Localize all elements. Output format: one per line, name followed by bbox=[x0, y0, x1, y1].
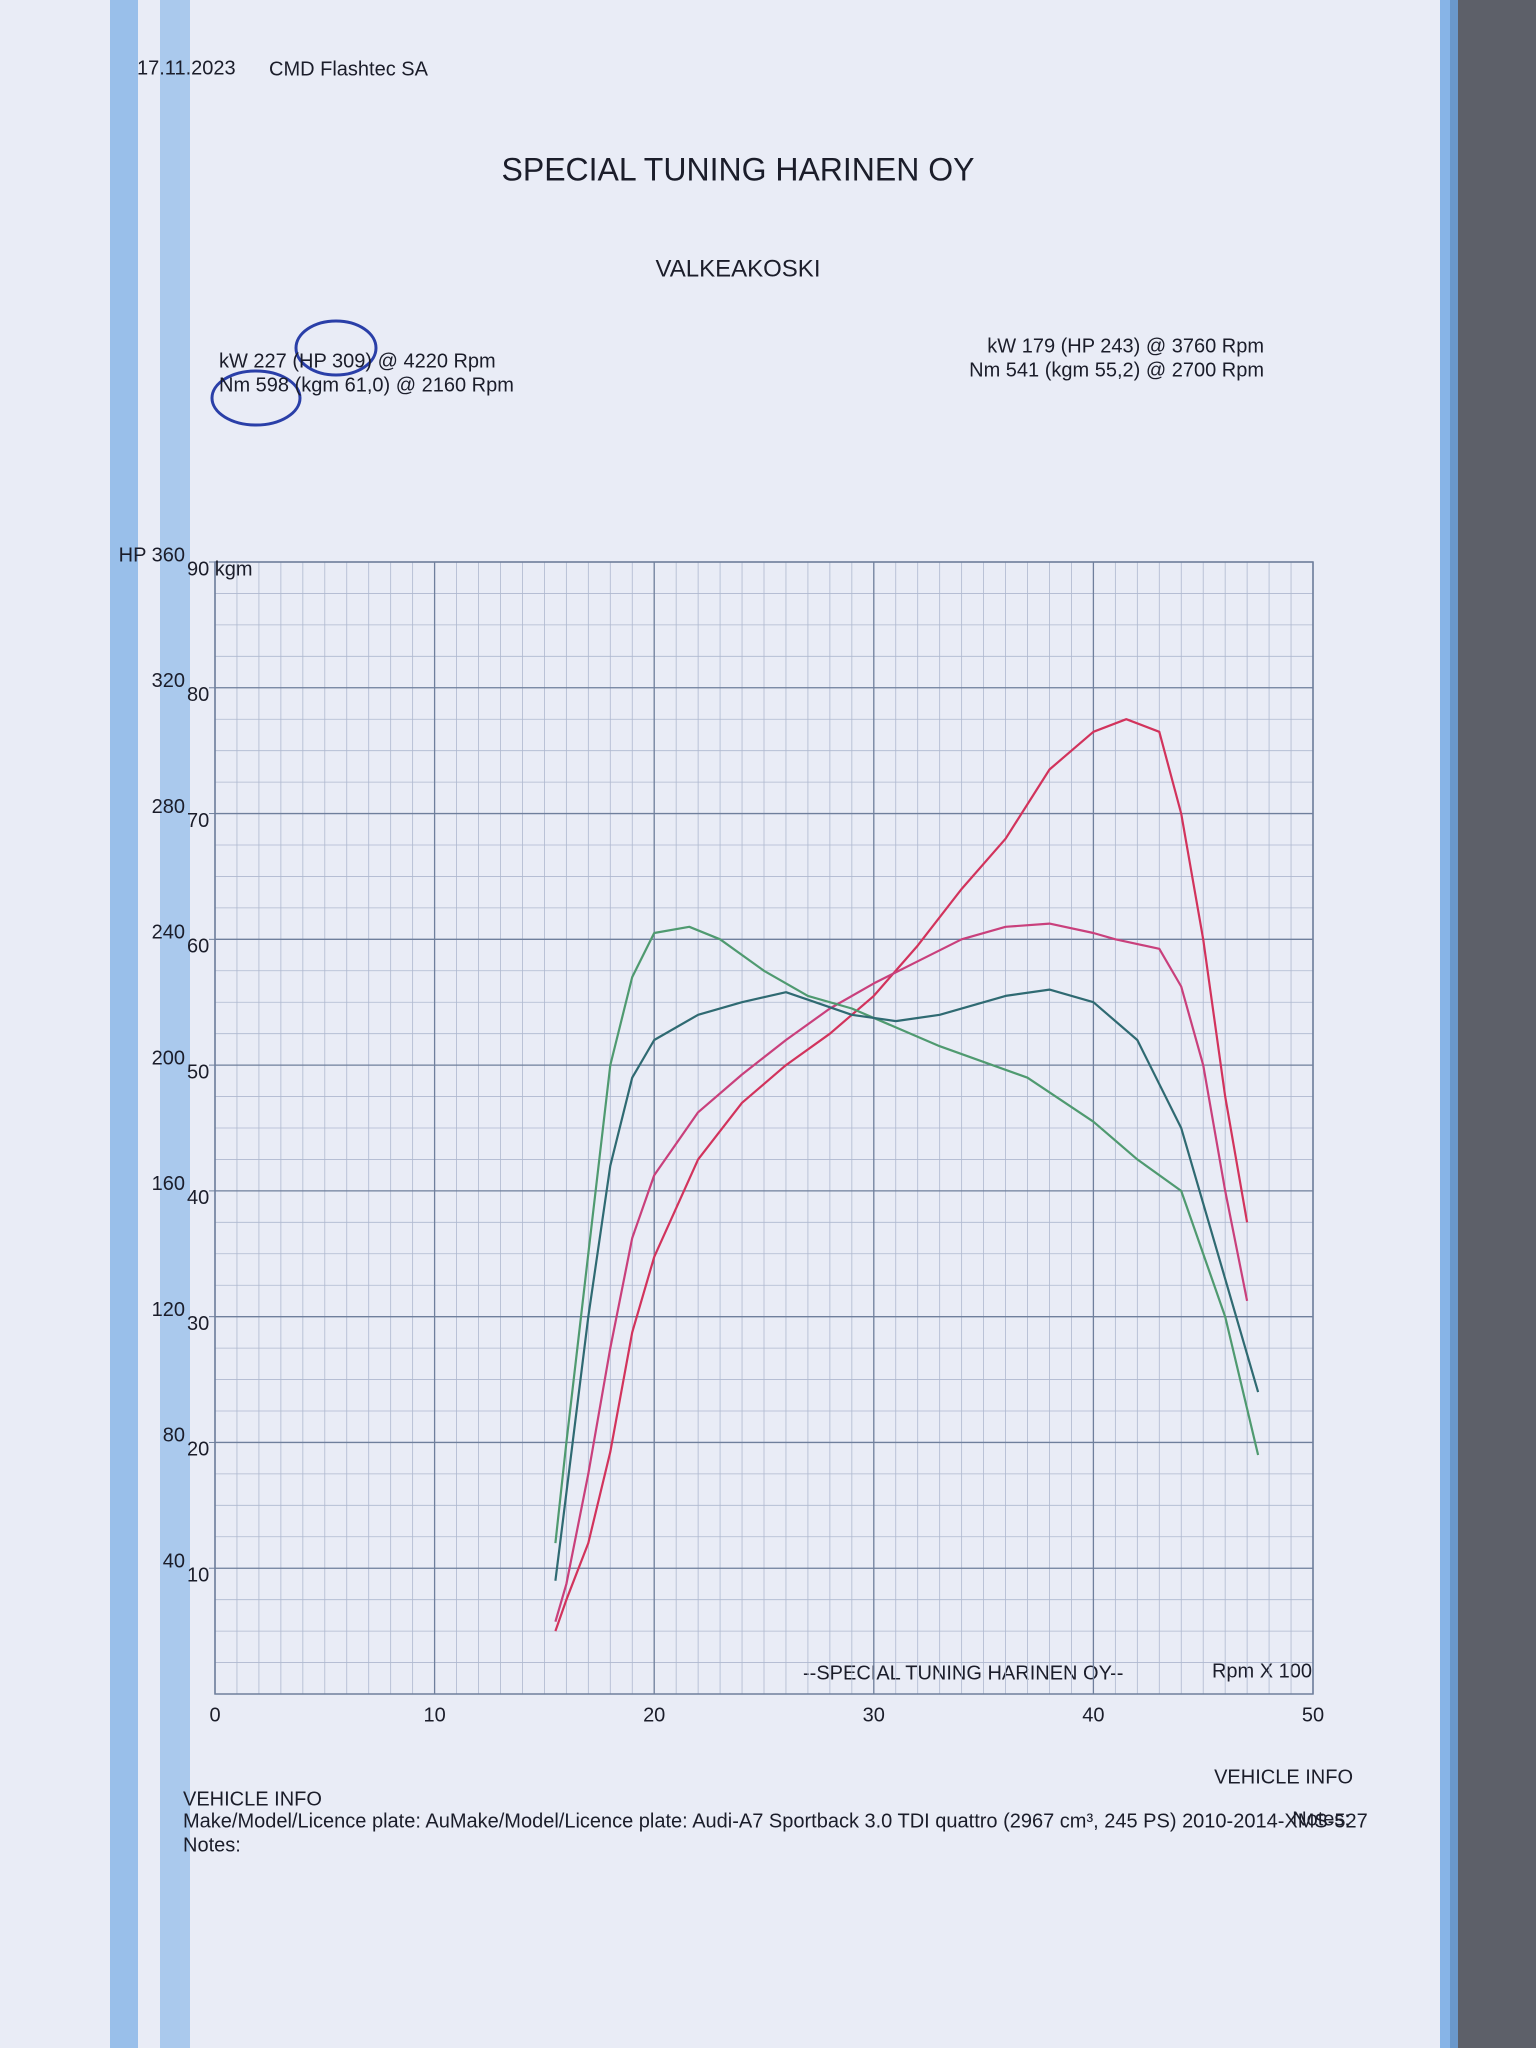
y-tick-label: 240 bbox=[152, 922, 185, 944]
x-tick-label: 20 bbox=[643, 1704, 665, 1726]
y-tick-label: 160 bbox=[152, 1173, 185, 1195]
peak-note: Nm 598 (kgm 61,0) @ 2160 Rpm bbox=[219, 374, 514, 396]
curve bbox=[554, 922, 1249, 1623]
y-tick-label: 80 bbox=[163, 1425, 185, 1447]
margin-stripe bbox=[160, 0, 190, 2048]
x-tick-label: 40 bbox=[1082, 1704, 1104, 1726]
company: CMD Flashtec SA bbox=[269, 58, 429, 80]
footer-text: Make/Model/Licence plate: AuMake/Model/L… bbox=[183, 1810, 1368, 1832]
y-tick-label: 200 bbox=[152, 1047, 185, 1069]
y2-tick-label: 60 bbox=[187, 936, 209, 958]
peak-note: kW 179 (HP 243) @ 3760 Rpm bbox=[987, 335, 1264, 357]
curve bbox=[554, 718, 1249, 1632]
y-tick-label: 40 bbox=[163, 1551, 185, 1573]
y-tick-label: HP 360 bbox=[119, 544, 185, 566]
x-axis-label: Rpm X 100 bbox=[1212, 1660, 1312, 1682]
margin-stripe bbox=[110, 0, 138, 2048]
x-tick-label: 30 bbox=[863, 1704, 885, 1726]
footer-text: Notes: bbox=[183, 1834, 241, 1856]
y2-tick-label: 30 bbox=[187, 1313, 209, 1335]
margin-stripe bbox=[1440, 0, 1458, 2048]
x-tick-label: 50 bbox=[1302, 1704, 1324, 1726]
y-tick-label: 120 bbox=[152, 1299, 185, 1321]
y-tick-label: 320 bbox=[152, 670, 185, 692]
curve bbox=[554, 988, 1260, 1581]
y-tick-label: 280 bbox=[152, 796, 185, 818]
date: 17.11.2023 bbox=[137, 57, 236, 79]
y2-tick-label: 10 bbox=[187, 1565, 209, 1587]
y2-tick-label: 20 bbox=[187, 1439, 209, 1461]
y2-tick-label: 70 bbox=[187, 810, 209, 832]
pen-circle bbox=[210, 369, 302, 427]
peak-note: Nm 541 (kgm 55,2) @ 2700 Rpm bbox=[969, 359, 1264, 381]
pen-circle bbox=[294, 319, 378, 377]
footer-text: VEHICLE INFO bbox=[183, 1788, 322, 1810]
chart-title: SPECIAL TUNING HARINEN OY bbox=[502, 151, 975, 187]
footer-text: VEHICLE INFO bbox=[1214, 1766, 1353, 1788]
footer-text: Notes: bbox=[1292, 1808, 1350, 1830]
x-tick-label: 10 bbox=[423, 1704, 445, 1726]
peak-note: kW 227 (HP 309) @ 4220 Rpm bbox=[219, 350, 496, 372]
y2-tick-label: 40 bbox=[187, 1187, 209, 1209]
binder-edge bbox=[1450, 0, 1536, 2048]
y2-tick-label: 80 bbox=[187, 684, 209, 706]
x-tick-label: 0 bbox=[209, 1704, 220, 1726]
plot-label: --SPECIAL TUNING HARINEN OY-- bbox=[803, 1662, 1123, 1684]
curve bbox=[554, 925, 1260, 1544]
subtitle: VALKEAKOSKI bbox=[656, 255, 821, 282]
y2-tick-label: 50 bbox=[187, 1061, 209, 1083]
y2-tick-label: 90 kgm bbox=[187, 558, 253, 580]
